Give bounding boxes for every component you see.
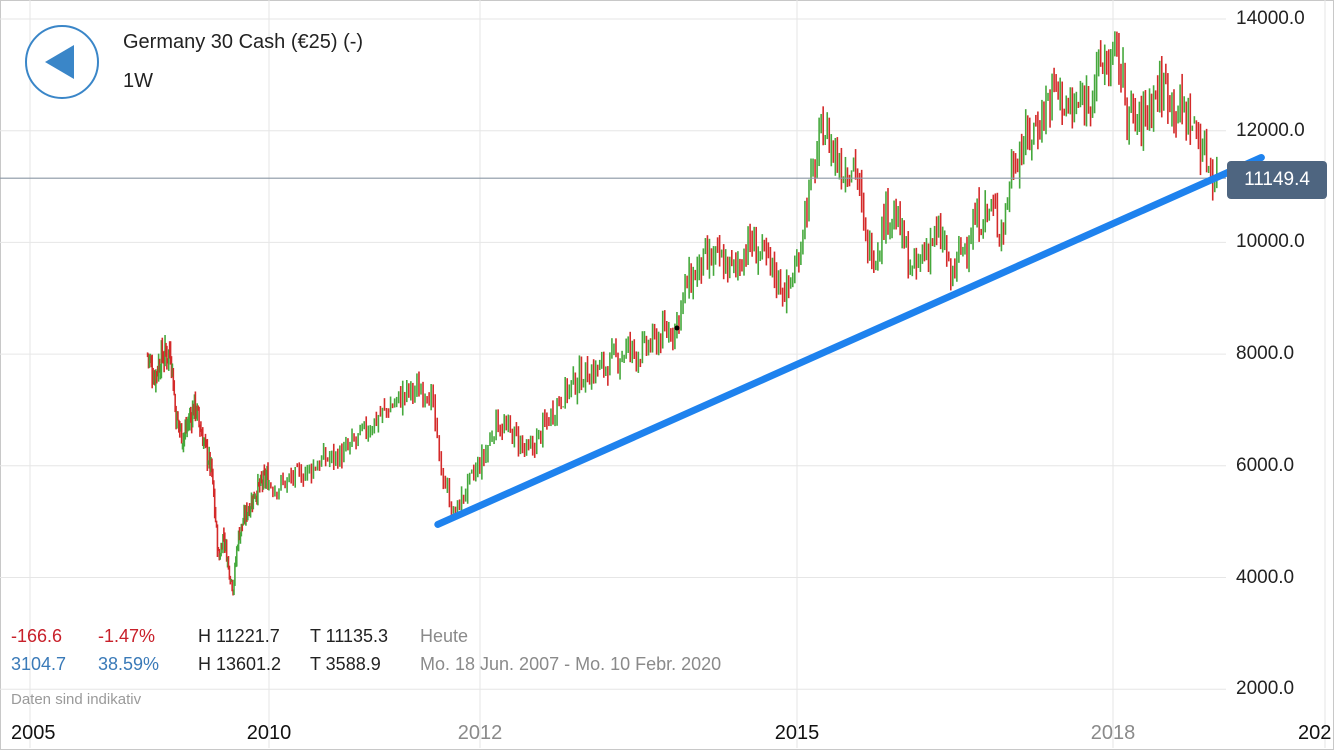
back-button[interactable] <box>25 25 99 99</box>
today-change: -166.6 <box>11 626 63 646</box>
current-price-tag: 11149.4 <box>1227 161 1327 199</box>
y-tick-label: 8000.0 <box>1236 343 1295 365</box>
disclaimer-text: Daten sind indikativ <box>11 691 142 708</box>
interval-label[interactable]: 1W <box>123 70 153 92</box>
period-change-pct: 38.59% <box>98 654 160 674</box>
trendline[interactable] <box>434 154 1265 528</box>
x-tick-label: 202 <box>1298 722 1332 744</box>
period-low: T 3588.9 <box>310 654 381 674</box>
today-change-pct: -1.47% <box>98 626 156 646</box>
y-tick-label: 4000.0 <box>1236 566 1295 588</box>
instrument-title: Germany 30 Cash (€25) (-) <box>123 31 364 53</box>
y-tick-label: 10000.0 <box>1236 231 1305 253</box>
back-arrow-icon <box>45 45 74 79</box>
today-high: H 11221.7 <box>198 626 280 646</box>
x-tick-label: 2015 <box>774 722 820 744</box>
x-tick-label: 2005 <box>11 722 56 744</box>
cursor-dot <box>674 325 680 331</box>
y-tick-label: 12000.0 <box>1236 119 1305 141</box>
period-high: H 13601.2 <box>198 654 282 674</box>
today-low: T 11135.3 <box>310 626 389 646</box>
x-tick-label: 2018 <box>1090 722 1136 744</box>
period-range-label: Mo. 18 Jun. 2007 - Mo. 10 Febr. 2020 <box>420 654 722 674</box>
x-tick-label: 2010 <box>246 722 292 744</box>
period-change: 3104.7 <box>11 654 67 674</box>
x-tick-label: 2012 <box>457 722 503 744</box>
y-tick-label: 14000.0 <box>1236 8 1305 29</box>
today-label: Heute <box>420 626 469 646</box>
y-tick-label: 6000.0 <box>1236 454 1295 476</box>
y-tick-label: 2000.0 <box>1236 678 1295 700</box>
candle-layer <box>146 31 1218 596</box>
